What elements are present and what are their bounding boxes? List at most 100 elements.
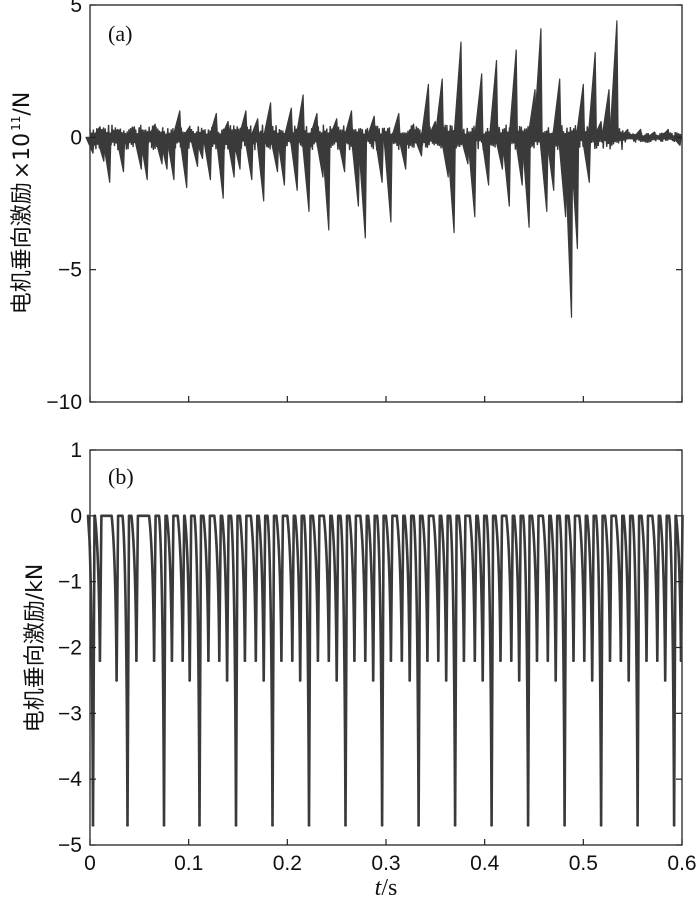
panel-a-spike <box>601 89 611 138</box>
panel-a-y-ticks: 5 0 −5 −10 <box>46 0 682 414</box>
panel-a-spike <box>256 136 266 202</box>
panel-a-spike <box>374 136 384 183</box>
panel-a-x-ticks <box>89 396 683 402</box>
panel-b-impact-point <box>645 659 648 662</box>
panel-a-spike <box>102 136 112 183</box>
panel-b-y-tick-label: 1 <box>70 439 82 462</box>
panel-b-impact-point <box>619 659 623 662</box>
panel-a-spike <box>202 136 213 181</box>
panel-b-impact-point <box>254 659 258 662</box>
panel-b-impact-point <box>290 659 294 662</box>
panel-a-spike <box>569 136 580 250</box>
panel-b-y-tick-label: −4 <box>58 768 82 791</box>
panel-b-impact-point <box>453 823 457 827</box>
panel-b-impact-point <box>371 679 375 682</box>
panel-b-impact-point <box>546 659 550 662</box>
panel-a-spike <box>420 83 431 138</box>
panel-a-spike <box>238 110 248 138</box>
panel-b-impact-point <box>181 659 185 662</box>
panel-b-y-tick-label: −2 <box>58 637 82 660</box>
panel-a-spike <box>208 112 219 138</box>
panel-a-spike <box>232 136 242 170</box>
panel-b-signal <box>86 514 684 827</box>
panel-b-impact-point <box>327 659 331 662</box>
panel-b-impact-point <box>526 823 530 827</box>
panel-a-spike <box>563 136 574 318</box>
panel-b-impact-point <box>280 659 283 662</box>
panel-b-y-tick-label: −5 <box>58 834 82 857</box>
panel-a-spike <box>413 136 424 157</box>
panel-a-y-axis-label: 电机垂向激励×1011/N <box>9 92 35 315</box>
panel-b-impact-point <box>217 659 221 662</box>
panel-a-spike <box>398 136 408 170</box>
panel-b-impact-point <box>298 679 302 682</box>
panel-b-impact-point <box>207 659 210 662</box>
panel-a-spike <box>494 136 505 170</box>
panel-a-spike <box>508 49 518 138</box>
panel-a-spike <box>329 118 339 138</box>
panel-a-spike <box>295 94 305 138</box>
panel-a-spike <box>139 136 149 181</box>
panel-b-impact-point <box>234 823 238 827</box>
panel-b-impact-point <box>590 679 594 682</box>
panel-b-impact-point <box>563 823 566 827</box>
panel-a-spike <box>646 131 657 138</box>
panel-b-x-tick-label: 0.5 <box>569 852 598 875</box>
panel-a-spike <box>660 128 670 138</box>
panel-b-impact-point <box>436 659 440 662</box>
panel-b-impact-point <box>243 659 247 662</box>
panel-a-spike <box>337 136 347 173</box>
panel-a-spike <box>182 126 192 138</box>
panel-b-impact-point <box>583 659 586 662</box>
panel-a-spike <box>172 110 182 138</box>
panel-b-y-tick-label: 0 <box>70 505 82 528</box>
panel-a-spike <box>552 78 562 138</box>
panel-a-spike <box>166 136 176 181</box>
panel-b-impact-point <box>627 679 631 682</box>
panel-a-spike <box>575 83 586 138</box>
panel-a-spike <box>391 112 401 138</box>
panel-b-impact-point <box>115 679 118 682</box>
panel-a-spike <box>220 120 230 138</box>
panel-a-spike <box>110 128 120 138</box>
panel-a-spike <box>115 136 126 173</box>
panel-b-impact-point <box>389 659 393 662</box>
panel-b-impact-point <box>363 659 367 662</box>
panel-a-spike <box>453 41 463 138</box>
panel-a-spike <box>514 136 524 186</box>
panel-b-impact-point <box>98 659 102 662</box>
panel-b-impact-point <box>91 823 95 827</box>
panel-b-x-tick-label: 0.4 <box>470 852 500 875</box>
panel-a-spike <box>301 136 311 212</box>
panel-a-spike <box>406 123 416 138</box>
panel-a-spike <box>159 136 169 170</box>
panel-a-spike <box>481 136 491 186</box>
panel-a-spike <box>263 102 273 138</box>
panel-b-impact-point <box>307 823 311 827</box>
panel-b-impact-point <box>663 679 667 682</box>
panel-b-impact-point <box>517 679 521 682</box>
panel-a-spike <box>587 52 597 138</box>
panel-a-spike <box>521 136 531 228</box>
panel-a-spike <box>133 136 144 170</box>
panel-a-spike <box>321 136 331 231</box>
panel-b-impact-point <box>316 659 320 662</box>
panel-a-spike <box>244 136 254 181</box>
panel-b-impact-point <box>417 823 420 827</box>
panel-b-y-tick-label: −3 <box>58 702 82 725</box>
panel-b: 1 0 −1 −2 −3 −4 −5 0 0.1 0.2 0.3 0.4 0.5 0.6 (b) 电机垂… <box>23 439 697 901</box>
panel-a-spike <box>533 28 543 138</box>
panel-a-spike <box>357 136 368 239</box>
panel-b-impact-point <box>656 659 659 662</box>
panel-b-impact-point <box>152 659 156 662</box>
panel-b-impact-point <box>636 823 639 827</box>
panel-a-signal <box>85 20 683 318</box>
panel-b-impact-point <box>344 823 347 827</box>
panel-b-impact-point <box>335 679 338 682</box>
panel-b-impact-point <box>380 823 384 827</box>
panel-a-frame <box>89 4 683 403</box>
panel-b-impact-point <box>426 659 429 662</box>
panel-a-spike <box>179 136 189 189</box>
panel-b-x-ticks: 0 0.1 0.2 0.3 0.4 0.5 0.6 <box>84 839 697 875</box>
